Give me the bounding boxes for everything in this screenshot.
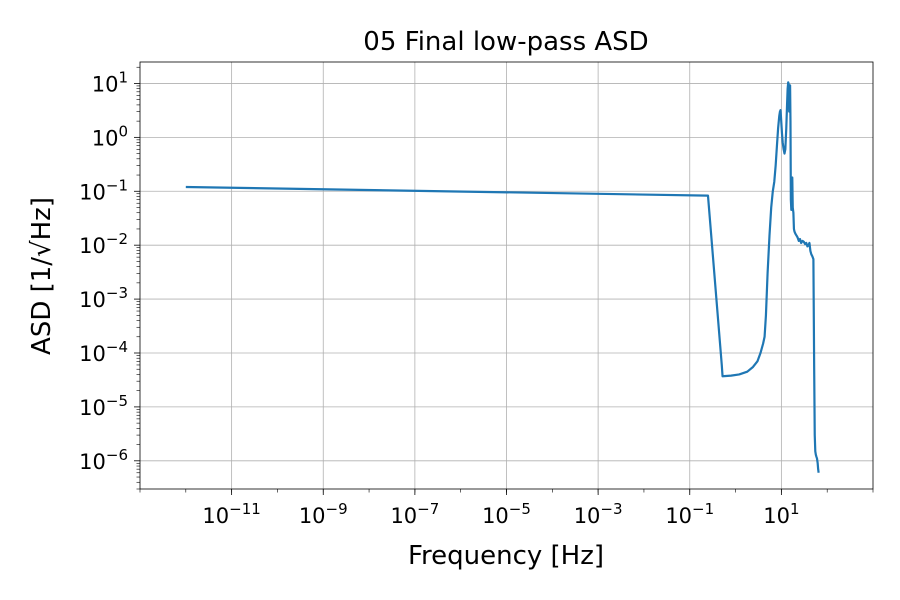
y-tick-label: 10−1 [79,176,128,204]
x-tick-label: 10−1 [665,500,714,528]
y-tick-label: 10−6 [79,446,128,474]
x-tick-label: 10−9 [299,500,348,528]
y-tick-label: 100 [92,122,128,150]
major-ticks [134,83,782,495]
chart-title: 05 Final low-pass ASD [363,27,648,57]
x-tick-label: 10−11 [202,500,260,528]
series-layer [185,81,820,473]
grid [140,62,873,489]
minor-ticks [136,66,874,493]
axes-frame [139,61,874,490]
asd-series-line [185,81,820,473]
x-tick-label: 10−3 [574,500,623,528]
y-tick-label: 10−3 [79,284,128,312]
x-tick-label: 10−7 [390,500,439,528]
x-tick-labels: 10−11 10−9 10−7 10−5 10−3 10−1 101 [202,500,799,528]
x-tick-label: 10−5 [482,500,531,528]
x-axis-label: Frequency [Hz] [408,541,604,571]
y-tick-label: 10−4 [79,338,128,366]
x-tick-label: 101 [763,500,799,528]
y-axis-label: ASD [1/√Hz] [27,197,57,355]
y-tick-label: 10−5 [79,392,128,420]
y-tick-label: 101 [92,68,128,96]
y-tick-label: 10−2 [79,230,128,258]
y-tick-labels: 101 100 10−1 10−2 10−3 10−4 10−5 10−6 [79,68,128,473]
